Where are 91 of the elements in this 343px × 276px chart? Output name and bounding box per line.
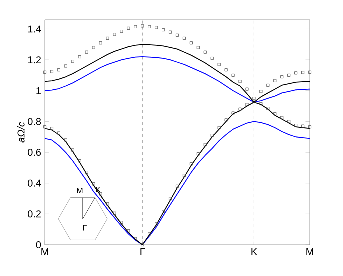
point	[182, 36, 186, 40]
point	[176, 34, 179, 37]
point	[127, 230, 130, 233]
x-tick-label: M	[306, 248, 314, 256]
point	[148, 25, 152, 28]
point	[280, 76, 284, 79]
point	[294, 124, 298, 128]
point	[57, 132, 60, 135]
point	[204, 143, 207, 146]
point	[288, 74, 291, 77]
point	[232, 112, 235, 115]
point	[288, 120, 291, 124]
point	[106, 202, 110, 206]
point	[210, 57, 214, 60]
y-axis-title: aΩ/c	[17, 122, 25, 143]
y-tick-label: 0.4	[28, 180, 42, 187]
point	[141, 244, 144, 246]
point	[246, 103, 249, 106]
point	[210, 134, 214, 138]
point	[64, 64, 68, 68]
point	[274, 79, 277, 82]
y-tick-label: 0.2	[28, 210, 41, 218]
y-tick-label: 0.8	[28, 118, 42, 126]
point	[190, 42, 193, 45]
point	[113, 212, 116, 215]
point	[260, 102, 263, 106]
point	[246, 88, 249, 91]
y-tick-label: 1.2	[28, 56, 41, 64]
point	[252, 97, 256, 100]
point	[252, 100, 256, 104]
point	[85, 50, 88, 54]
point	[78, 160, 82, 163]
point	[134, 25, 138, 28]
point	[196, 46, 200, 50]
point	[106, 36, 110, 40]
point	[190, 162, 193, 166]
y-tick-label: 0.6	[28, 149, 42, 156]
point	[120, 221, 124, 224]
point	[232, 74, 235, 77]
point	[120, 30, 124, 34]
point	[92, 182, 96, 186]
y-tick-label: 1	[36, 87, 41, 94]
point	[113, 33, 116, 36]
point	[155, 222, 158, 226]
point	[141, 24, 144, 28]
point	[204, 50, 207, 54]
point	[302, 71, 305, 74]
point	[224, 68, 228, 72]
point	[238, 80, 242, 84]
y-tick-label: 0	[36, 241, 42, 249]
point	[308, 70, 312, 74]
point	[57, 68, 60, 72]
y-tick-label: 1.4	[28, 26, 42, 33]
point	[64, 138, 68, 142]
point	[169, 197, 172, 200]
x-tick-label: K	[252, 248, 258, 256]
point	[85, 171, 88, 174]
point	[176, 184, 179, 188]
point	[162, 28, 166, 32]
point	[71, 148, 74, 152]
x-tick-label: Γ	[140, 248, 146, 256]
point	[218, 63, 221, 66]
point	[196, 152, 200, 156]
point	[162, 210, 166, 214]
point	[71, 60, 74, 64]
point	[44, 70, 46, 74]
point	[266, 107, 270, 110]
point	[99, 192, 102, 196]
x-tick-label: M	[42, 248, 48, 256]
point	[218, 126, 221, 130]
point	[127, 26, 130, 30]
point	[50, 127, 54, 130]
point	[99, 42, 102, 45]
point	[134, 237, 138, 240]
point	[280, 116, 284, 120]
point	[238, 108, 242, 111]
point	[302, 124, 305, 128]
point	[155, 26, 158, 30]
point	[260, 90, 263, 94]
point	[266, 84, 270, 87]
point	[274, 112, 277, 116]
point	[182, 174, 186, 178]
point	[148, 232, 152, 236]
point	[308, 126, 312, 129]
point	[169, 30, 172, 34]
point	[92, 46, 96, 50]
point	[224, 118, 228, 122]
point	[294, 72, 298, 75]
point	[44, 126, 46, 129]
point	[78, 55, 82, 58]
point	[50, 70, 54, 74]
